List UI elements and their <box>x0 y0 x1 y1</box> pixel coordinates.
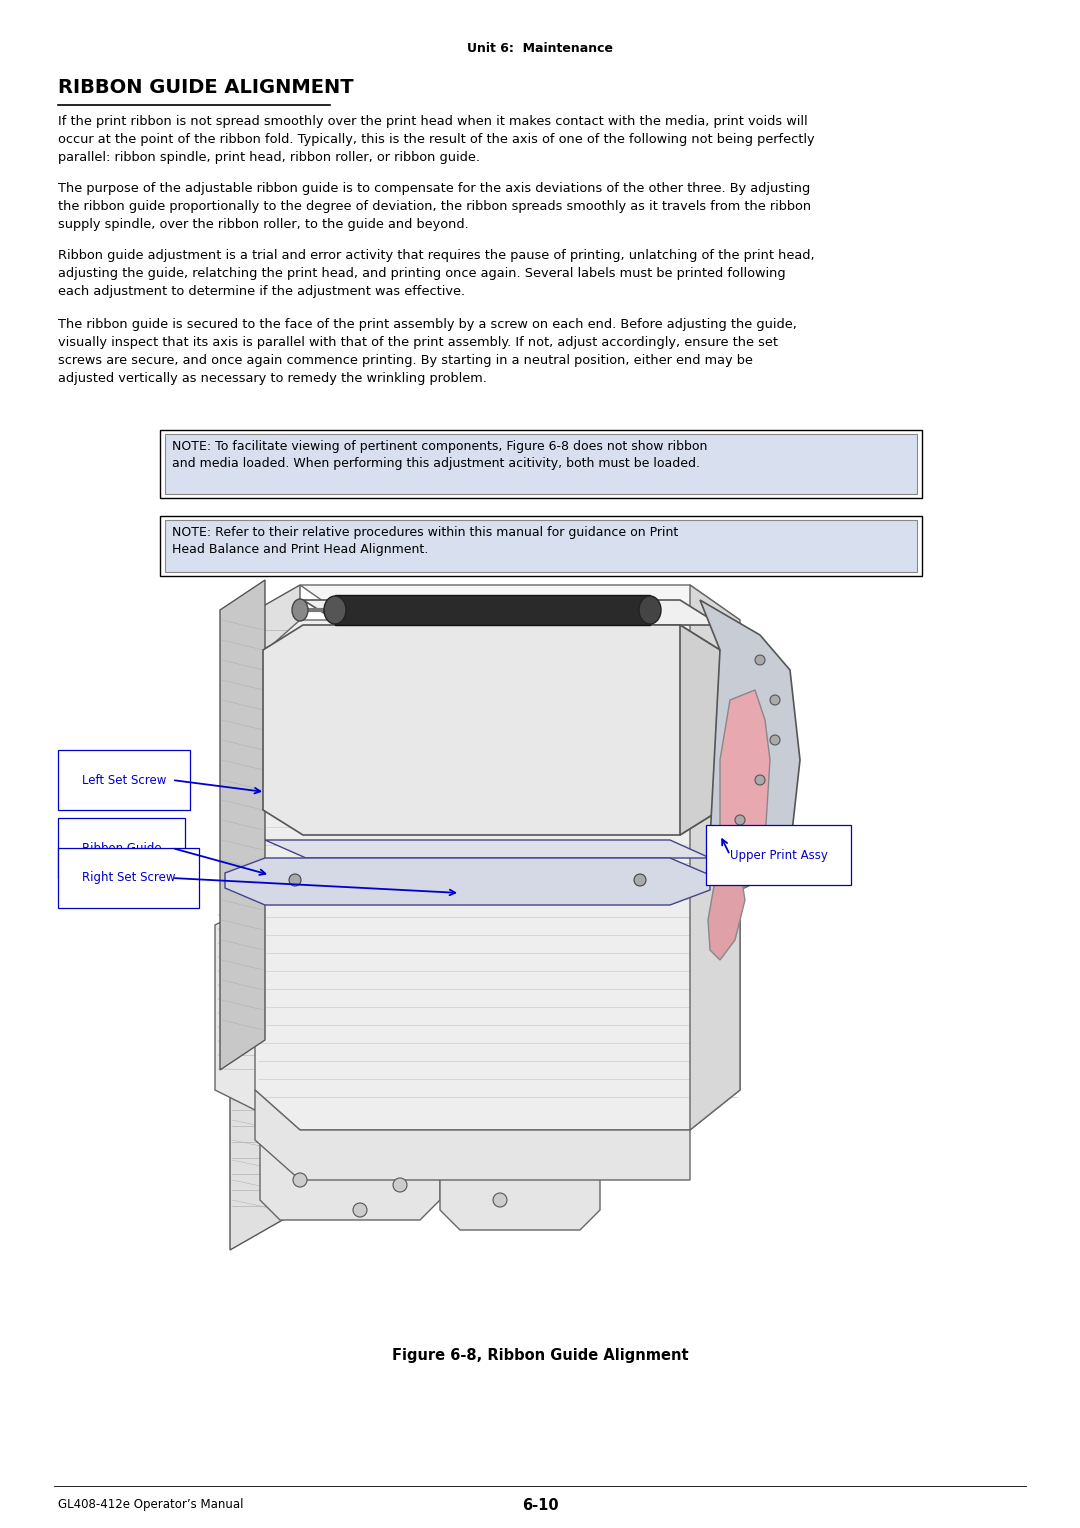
Circle shape <box>353 1203 367 1216</box>
Circle shape <box>492 1193 507 1207</box>
Polygon shape <box>720 691 770 889</box>
Text: Ribbon guide adjustment is a trial and error activity that requires the pause of: Ribbon guide adjustment is a trial and e… <box>58 249 814 298</box>
Text: Left Set Screw: Left Set Screw <box>82 773 166 787</box>
Polygon shape <box>215 905 710 1109</box>
Polygon shape <box>255 1089 690 1180</box>
Polygon shape <box>265 840 710 859</box>
Bar <box>160 516 922 576</box>
Ellipse shape <box>292 599 308 620</box>
Text: 6-10: 6-10 <box>522 1497 558 1513</box>
Circle shape <box>755 656 765 665</box>
Polygon shape <box>708 840 745 960</box>
Polygon shape <box>680 625 720 834</box>
Circle shape <box>293 1174 307 1187</box>
Text: GL408-412e Operator’s Manual: GL408-412e Operator’s Manual <box>58 1497 243 1511</box>
Text: Right Set Screw: Right Set Screw <box>82 871 175 885</box>
Text: The ribbon guide is secured to the face of the print assembly by a screw on each: The ribbon guide is secured to the face … <box>58 318 797 385</box>
Polygon shape <box>690 585 740 1131</box>
Polygon shape <box>300 585 740 620</box>
Text: If the print ribbon is not spread smoothly over the print head when it makes con: If the print ribbon is not spread smooth… <box>58 115 814 163</box>
Text: Upper Print Assy: Upper Print Assy <box>730 848 828 862</box>
Bar <box>165 434 917 494</box>
Polygon shape <box>260 1109 440 1219</box>
Polygon shape <box>255 620 740 1131</box>
Circle shape <box>289 874 301 886</box>
Circle shape <box>735 814 745 825</box>
Bar <box>160 429 922 498</box>
Polygon shape <box>303 601 720 625</box>
Circle shape <box>770 735 780 746</box>
Text: Ribbon Guide: Ribbon Guide <box>82 842 162 854</box>
Text: NOTE: To facilitate viewing of pertinent components, Figure 6-8 does not show ri: NOTE: To facilitate viewing of pertinent… <box>172 440 707 471</box>
Polygon shape <box>700 601 800 889</box>
Bar <box>165 520 917 571</box>
Text: Unit 6:  Maintenance: Unit 6: Maintenance <box>467 41 613 55</box>
Ellipse shape <box>639 596 661 623</box>
Text: NOTE: Refer to their relative procedures within this manual for guidance on Prin: NOTE: Refer to their relative procedures… <box>172 526 678 556</box>
Text: The purpose of the adjustable ribbon guide is to compensate for the axis deviati: The purpose of the adjustable ribbon gui… <box>58 182 811 231</box>
Text: RIBBON GUIDE ALIGNMENT: RIBBON GUIDE ALIGNMENT <box>58 78 353 96</box>
Polygon shape <box>220 581 265 1070</box>
Polygon shape <box>335 594 650 625</box>
Circle shape <box>393 1178 407 1192</box>
Circle shape <box>770 695 780 704</box>
Circle shape <box>755 775 765 785</box>
Text: Figure 6-8, Ribbon Guide Alignment: Figure 6-8, Ribbon Guide Alignment <box>392 1348 688 1363</box>
Polygon shape <box>440 1131 600 1230</box>
Polygon shape <box>225 859 710 905</box>
Polygon shape <box>264 625 720 834</box>
Ellipse shape <box>324 596 346 623</box>
Polygon shape <box>230 585 300 1250</box>
Circle shape <box>634 874 646 886</box>
